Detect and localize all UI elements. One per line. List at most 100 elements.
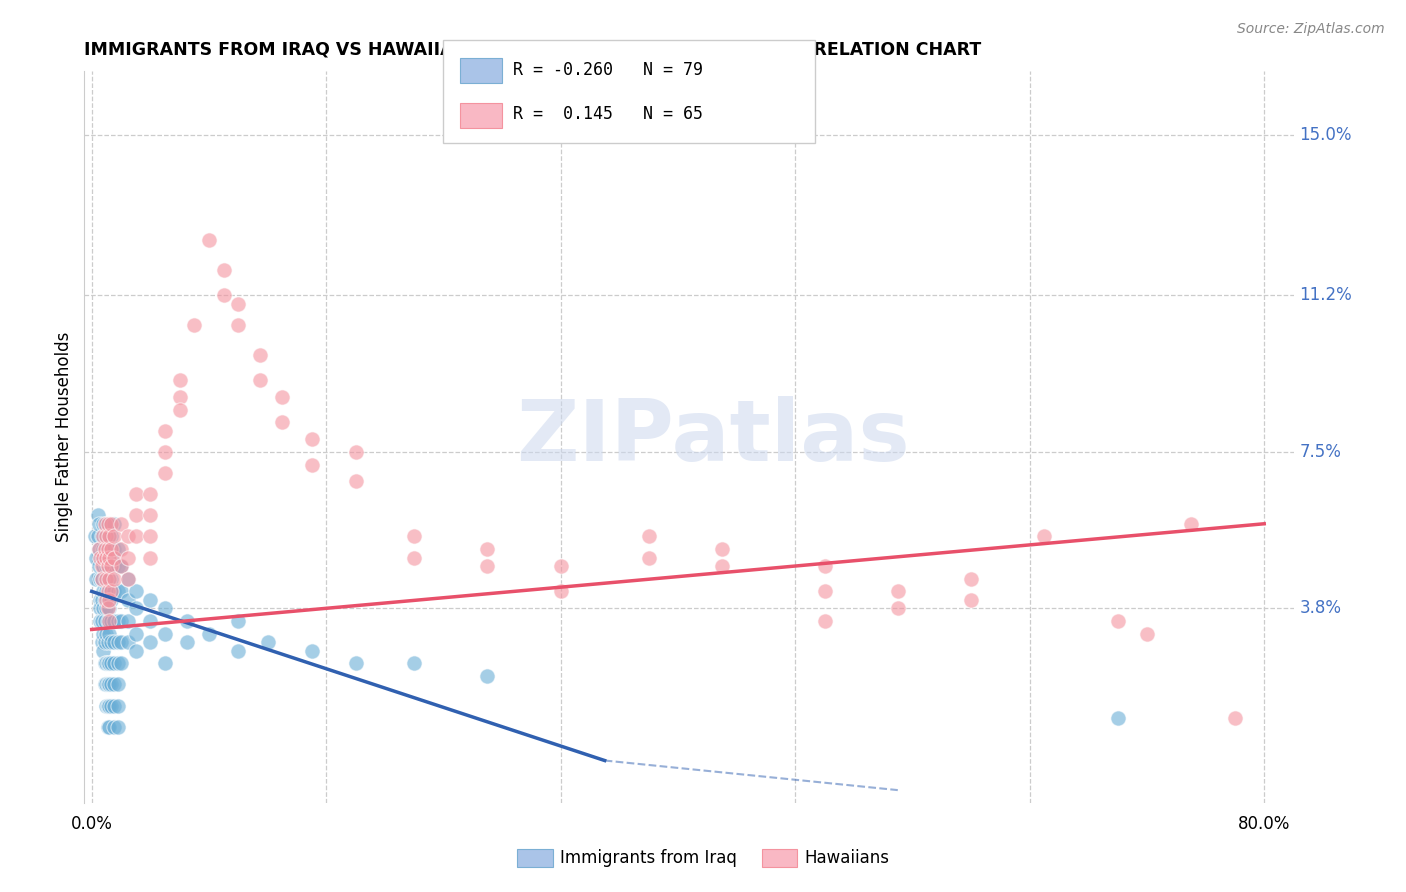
Point [103,657,125,671]
Point [97,614,120,628]
Point [1223,711,1246,725]
Point [89,550,111,565]
Point [637,529,659,543]
Point [110,516,132,531]
Point [94,635,117,649]
Point [404,529,426,543]
Point [98,550,121,565]
Point [93,643,115,657]
Point [124,529,146,543]
Point [107,559,129,574]
Point [124,601,146,615]
Point [139,508,162,523]
Point [100,614,122,628]
Point [226,297,249,311]
Point [107,614,129,628]
Point [139,614,162,628]
Point [96,657,118,671]
Point [477,669,499,683]
Point [550,559,572,574]
Point [117,529,139,543]
Point [212,288,235,302]
Point [110,584,132,599]
Point [226,614,249,628]
Point [710,559,733,574]
Point [887,601,910,615]
Point [87,542,110,557]
Point [110,635,132,649]
Text: 0.0%: 0.0% [70,815,112,833]
Point [98,592,121,607]
Point [139,487,162,501]
Point [96,516,118,531]
Point [91,559,114,574]
Point [89,572,111,586]
Point [110,559,132,574]
Point [107,657,129,671]
Text: IMMIGRANTS FROM IRAQ VS HAWAIIAN SINGLE FATHER HOUSEHOLDS CORRELATION CHART: IMMIGRANTS FROM IRAQ VS HAWAIIAN SINGLE … [84,41,981,59]
Point [103,559,125,574]
Y-axis label: Single Father Households: Single Father Households [55,332,73,542]
Point [100,677,122,691]
Point [301,643,323,657]
Point [94,516,117,531]
Point [86,508,108,523]
Point [98,529,121,543]
Point [96,542,118,557]
Point [1136,626,1159,640]
Point [271,415,294,429]
Point [91,529,114,543]
Point [139,550,162,565]
Point [117,550,139,565]
Point [97,601,120,615]
Text: R =  0.145   N = 65: R = 0.145 N = 65 [513,105,703,123]
Point [226,643,249,657]
Point [100,542,122,557]
Point [103,720,125,734]
Point [103,572,125,586]
Point [100,592,122,607]
Point [97,529,120,543]
Point [169,402,191,417]
Text: 11.2%: 11.2% [1299,286,1353,304]
Point [91,572,114,586]
Point [212,263,235,277]
Point [91,550,114,565]
Point [271,390,294,404]
Point [124,487,146,501]
Point [107,677,129,691]
Point [89,601,111,615]
Point [107,698,129,713]
Point [97,559,120,574]
Point [97,698,120,713]
Point [198,626,221,640]
Point [117,592,139,607]
Point [97,550,120,565]
Point [124,643,146,657]
Point [103,529,125,543]
Point [97,572,120,586]
Point [100,550,122,565]
Point [249,348,271,362]
Point [87,559,110,574]
Point [96,559,118,574]
Point [117,635,139,649]
Point [103,550,125,565]
Point [103,516,125,531]
Point [960,572,983,586]
Point [139,635,162,649]
Point [813,559,835,574]
Point [103,635,125,649]
Point [117,572,139,586]
Point [183,318,205,332]
Text: ZIPatlas: ZIPatlas [516,395,910,479]
Point [107,635,129,649]
Point [100,529,122,543]
Point [103,698,125,713]
Point [1033,529,1056,543]
Text: Hawaiians: Hawaiians [804,849,889,867]
Point [139,592,162,607]
Point [103,542,125,557]
Point [87,516,110,531]
Point [169,390,191,404]
